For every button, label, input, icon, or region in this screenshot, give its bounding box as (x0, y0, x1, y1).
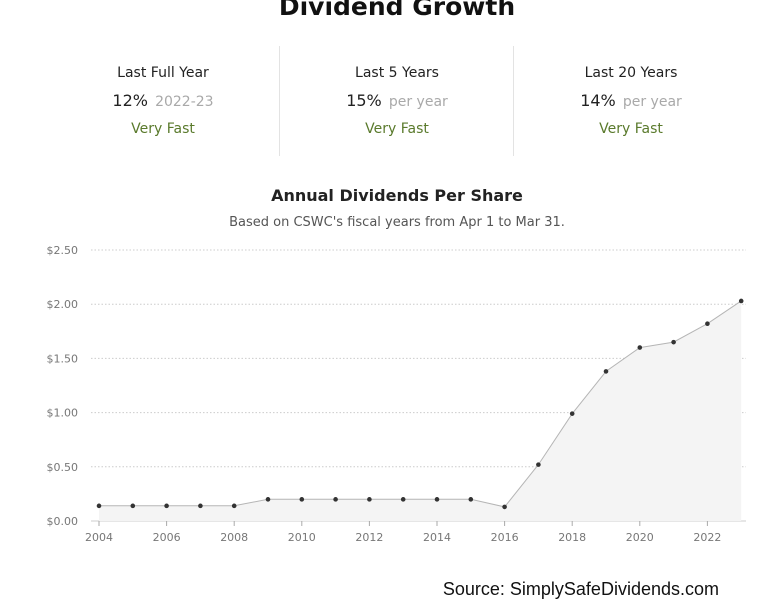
stat-last-20-years: Last 20 Years 14% per year Very Fast (513, 46, 748, 156)
dividends-line-chart: $0.00 $0.50 $1.00 $1.50 $2.00 $2.50 2004 2006 20… (47, 244, 746, 544)
y-tick-label: $0.50 (47, 461, 79, 474)
x-tick-label: 2022 (693, 531, 721, 544)
data-point (333, 497, 338, 502)
series-line (99, 300, 742, 508)
stat-period: per year (388, 94, 448, 110)
x-tick-label: 2016 (491, 531, 519, 544)
y-tick-label: $0.00 (47, 515, 79, 528)
x-tick-label: 2010 (288, 531, 316, 544)
data-point (637, 345, 643, 350)
page-title: Dividend Growth (278, 0, 516, 21)
stat-label: Last 5 Years (355, 65, 439, 81)
stat-period: 2022-23 (155, 94, 214, 110)
data-point (130, 503, 136, 509)
source-credit: Source: SimplySafeDividends.com (442, 579, 719, 599)
data-point (231, 503, 237, 509)
stat-percent: 14% (580, 91, 616, 110)
y-tick-label: $2.00 (47, 298, 79, 311)
data-point (96, 503, 102, 509)
stat-label: Last Full Year (117, 65, 209, 81)
data-point (468, 497, 474, 502)
stat-period: per year (622, 94, 682, 110)
data-point (671, 339, 676, 345)
x-tick-label: 2018 (558, 531, 586, 544)
stat-label: Last 20 Years (584, 65, 678, 81)
data-point (569, 411, 575, 416)
x-tick-label: 2006 (153, 531, 181, 544)
y-tick-label: $1.50 (47, 352, 79, 365)
stat-last-full-year: Last Full Year 12% 2022-23 Very Fast (47, 46, 279, 156)
stat-value: 14% per year (514, 91, 748, 110)
stat-rating: Very Fast (599, 121, 663, 137)
x-tick-label: 2020 (626, 531, 654, 544)
data-point (434, 497, 440, 502)
stat-last-5-years: Last 5 Years 15% per year Very Fast (279, 46, 514, 156)
x-tick-label: 2008 (220, 531, 248, 544)
data-point (705, 321, 710, 327)
data-point (502, 504, 507, 510)
series-area (99, 300, 742, 521)
data-point (400, 497, 406, 502)
data-point (299, 497, 305, 502)
y-tick-label: $1.00 (47, 407, 79, 420)
dividend-growth-stats: Last Full Year 12% 2022-23 Very Fast Las… (47, 46, 747, 156)
stat-value: 12% 2022-23 (47, 91, 279, 110)
chart-subtitle: Based on CSWC's fiscal years from Apr 1 … (229, 215, 565, 230)
data-point (265, 497, 271, 502)
y-tick-label: $2.50 (47, 244, 79, 257)
x-tick-label: 2004 (85, 531, 113, 544)
stat-rating: Very Fast (365, 121, 429, 137)
stat-percent: 12% (112, 91, 148, 110)
data-point (367, 497, 372, 502)
data-point (164, 503, 169, 509)
x-tick-label: 2012 (355, 531, 383, 544)
x-tick-label: 2014 (423, 531, 451, 544)
data-point (738, 298, 744, 304)
data-point (536, 462, 541, 467)
data-point (603, 369, 609, 374)
stat-value: 15% per year (280, 91, 514, 110)
stat-percent: 15% (346, 91, 382, 110)
data-point (198, 503, 203, 509)
stat-rating: Very Fast (131, 121, 195, 137)
chart-title: Annual Dividends Per Share (271, 186, 523, 205)
